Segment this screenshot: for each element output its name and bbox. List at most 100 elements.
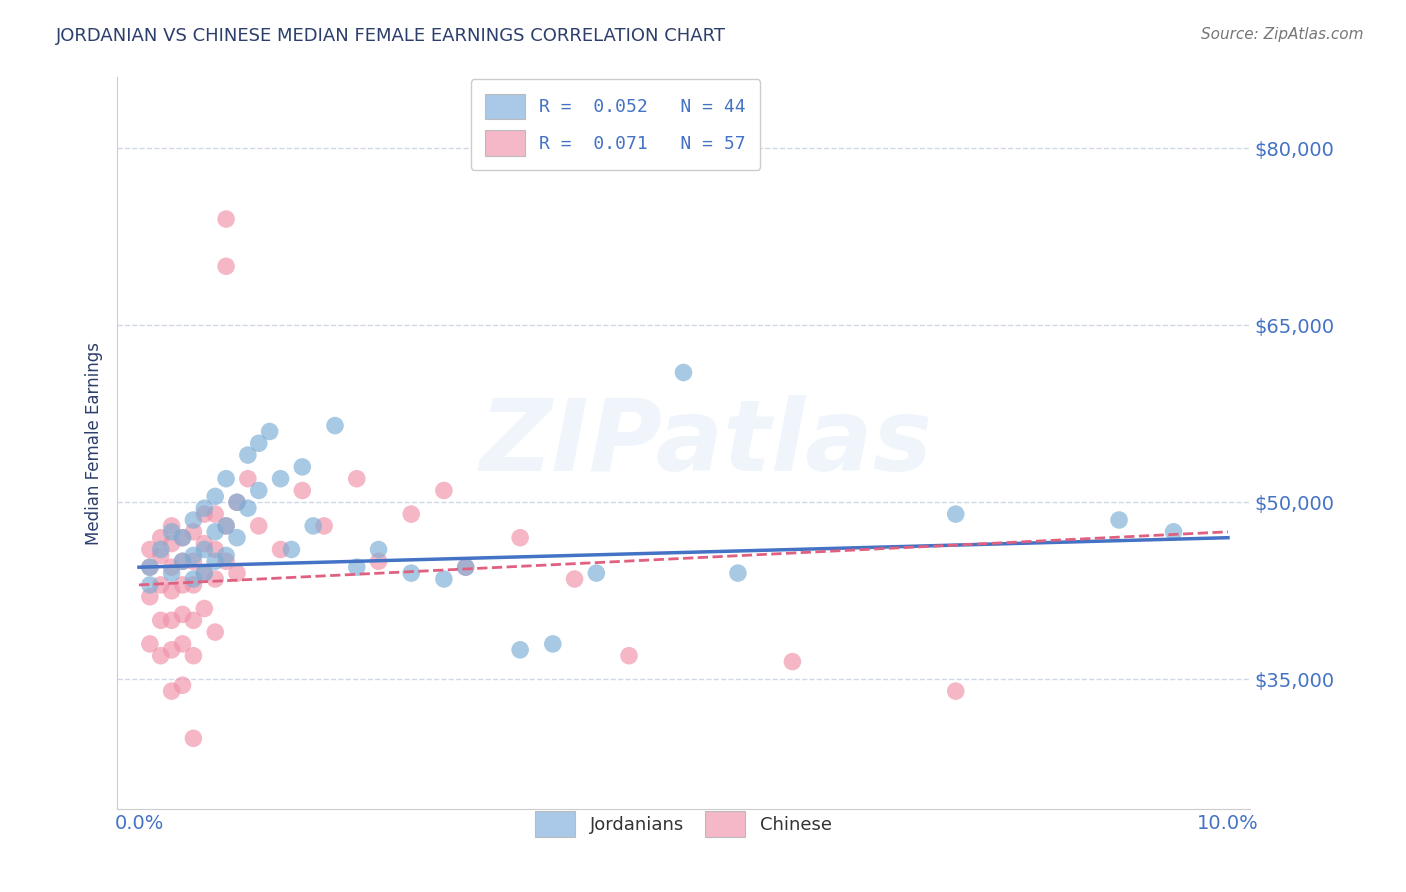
- Point: [280, 542, 302, 557]
- Legend: Jordanians, Chinese: Jordanians, Chinese: [529, 804, 839, 844]
- Text: Source: ZipAtlas.com: Source: ZipAtlas.com: [1201, 27, 1364, 42]
- Point: [139, 637, 162, 651]
- Point: [204, 542, 226, 557]
- Point: [139, 560, 162, 574]
- Point: [367, 554, 389, 568]
- Point: [215, 212, 238, 227]
- Point: [247, 436, 270, 450]
- Point: [149, 613, 172, 627]
- Point: [509, 531, 531, 545]
- Point: [204, 572, 226, 586]
- Point: [160, 642, 183, 657]
- Point: [149, 578, 172, 592]
- Point: [193, 566, 215, 580]
- Point: [204, 524, 226, 539]
- Point: [193, 507, 215, 521]
- Point: [160, 524, 183, 539]
- Point: [204, 507, 226, 521]
- Point: [226, 566, 249, 580]
- Point: [585, 566, 607, 580]
- Point: [193, 536, 215, 550]
- Point: [226, 531, 249, 545]
- Point: [172, 531, 194, 545]
- Point: [172, 578, 194, 592]
- Text: ZIPatlas: ZIPatlas: [479, 395, 932, 491]
- Point: [226, 495, 249, 509]
- Point: [1108, 513, 1130, 527]
- Point: [172, 554, 194, 568]
- Point: [323, 418, 346, 433]
- Point: [399, 507, 422, 521]
- Point: [454, 560, 477, 574]
- Point: [617, 648, 640, 663]
- Point: [149, 531, 172, 545]
- Point: [247, 519, 270, 533]
- Point: [193, 566, 215, 580]
- Point: [270, 542, 292, 557]
- Point: [204, 625, 226, 640]
- Point: [270, 472, 292, 486]
- Point: [782, 655, 804, 669]
- Point: [236, 448, 259, 462]
- Point: [160, 613, 183, 627]
- Point: [346, 472, 368, 486]
- Point: [302, 519, 325, 533]
- Point: [183, 554, 205, 568]
- Point: [236, 501, 259, 516]
- Point: [454, 560, 477, 574]
- Point: [160, 519, 183, 533]
- Point: [226, 495, 249, 509]
- Point: [945, 684, 967, 698]
- Point: [215, 554, 238, 568]
- Point: [139, 578, 162, 592]
- Point: [160, 536, 183, 550]
- Point: [215, 549, 238, 563]
- Point: [215, 519, 238, 533]
- Point: [564, 572, 586, 586]
- Point: [172, 531, 194, 545]
- Point: [433, 572, 456, 586]
- Point: [172, 637, 194, 651]
- Point: [204, 489, 226, 503]
- Point: [367, 542, 389, 557]
- Point: [160, 684, 183, 698]
- Point: [433, 483, 456, 498]
- Point: [193, 601, 215, 615]
- Point: [183, 513, 205, 527]
- Point: [160, 583, 183, 598]
- Point: [346, 560, 368, 574]
- Point: [204, 554, 226, 568]
- Point: [183, 578, 205, 592]
- Point: [291, 483, 314, 498]
- Point: [259, 425, 281, 439]
- Point: [399, 566, 422, 580]
- Point: [172, 554, 194, 568]
- Point: [183, 549, 205, 563]
- Point: [139, 560, 162, 574]
- Point: [509, 642, 531, 657]
- Y-axis label: Median Female Earnings: Median Female Earnings: [86, 342, 103, 545]
- Point: [139, 590, 162, 604]
- Point: [149, 648, 172, 663]
- Point: [183, 572, 205, 586]
- Point: [160, 566, 183, 580]
- Point: [183, 613, 205, 627]
- Point: [215, 472, 238, 486]
- Point: [727, 566, 749, 580]
- Point: [172, 607, 194, 622]
- Point: [183, 648, 205, 663]
- Point: [672, 366, 695, 380]
- Point: [193, 501, 215, 516]
- Point: [945, 507, 967, 521]
- Point: [1163, 524, 1185, 539]
- Point: [314, 519, 336, 533]
- Point: [236, 472, 259, 486]
- Point: [215, 519, 238, 533]
- Point: [193, 542, 215, 557]
- Point: [160, 560, 183, 574]
- Point: [149, 549, 172, 563]
- Text: JORDANIAN VS CHINESE MEDIAN FEMALE EARNINGS CORRELATION CHART: JORDANIAN VS CHINESE MEDIAN FEMALE EARNI…: [56, 27, 727, 45]
- Point: [247, 483, 270, 498]
- Point: [541, 637, 564, 651]
- Point: [139, 542, 162, 557]
